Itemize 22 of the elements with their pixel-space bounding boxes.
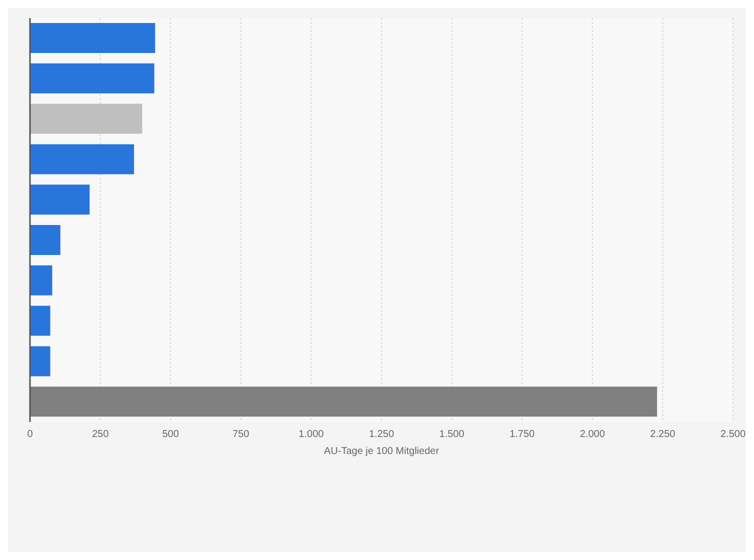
x-tick-label: 2.250 bbox=[650, 429, 676, 440]
bar bbox=[30, 144, 134, 174]
bar bbox=[30, 225, 60, 255]
x-tick-label: 250 bbox=[92, 429, 110, 440]
x-tick-label: 1.500 bbox=[439, 429, 465, 440]
bar bbox=[30, 265, 52, 296]
x-tick-label: 500 bbox=[162, 429, 180, 440]
x-tick-label: 2.000 bbox=[580, 429, 606, 440]
x-axis-title: AU-Tage je 100 Mitglieder bbox=[324, 446, 440, 457]
x-tick-label: 1.250 bbox=[368, 429, 394, 440]
x-tick-label: 0 bbox=[27, 429, 34, 440]
bar bbox=[30, 23, 156, 53]
bar bbox=[30, 184, 90, 215]
bar bbox=[30, 346, 50, 376]
x-tick-label: 750 bbox=[232, 429, 250, 440]
bar bbox=[30, 306, 50, 336]
bar bbox=[30, 386, 658, 417]
x-tick-label: 1.000 bbox=[298, 429, 324, 440]
x-tick-label: 1.750 bbox=[510, 429, 536, 440]
bar bbox=[30, 63, 154, 94]
x-tick-label: 2.500 bbox=[720, 429, 746, 440]
bar bbox=[30, 104, 142, 134]
